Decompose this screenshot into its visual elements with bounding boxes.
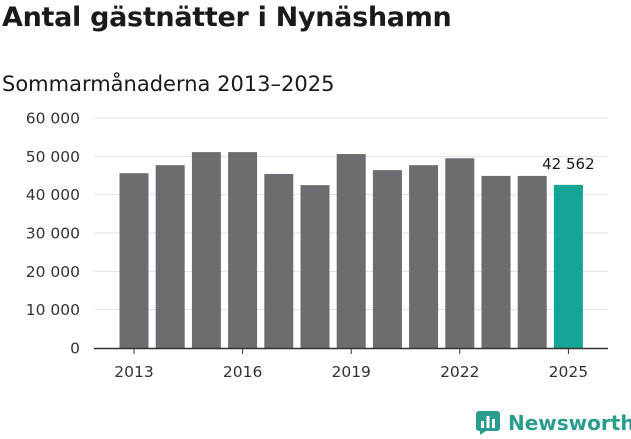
brand-name: Newsworthy xyxy=(508,411,631,435)
bar xyxy=(228,152,258,348)
bar-chart: 0 10 000 20 000 30 000 40 000 50 000 60 000 42 … xyxy=(26,110,608,381)
bar-highlight xyxy=(553,184,583,348)
y-tick-label: 30 000 xyxy=(26,225,80,243)
x-tick-label: 2019 xyxy=(331,363,370,381)
bar xyxy=(372,170,402,348)
y-tick-label: 40 000 xyxy=(26,186,80,204)
bar xyxy=(517,175,547,348)
bar xyxy=(481,175,511,348)
bar xyxy=(191,152,221,348)
bar xyxy=(409,165,439,348)
newsworthy-logo: Newsworthy xyxy=(476,408,631,438)
chart-title: Antal gästnätter i Nynäshamn xyxy=(2,2,452,33)
x-tick-label: 2016 xyxy=(223,363,262,381)
bar xyxy=(155,165,185,348)
x-tick-label: 2025 xyxy=(549,363,588,381)
bar xyxy=(300,185,330,348)
y-tick-label: 60 000 xyxy=(26,110,80,128)
bar xyxy=(445,158,475,348)
y-tick-label: 20 000 xyxy=(26,263,80,281)
bar xyxy=(119,173,149,348)
y-tick-label: 10 000 xyxy=(26,301,80,319)
x-tick-label: 2013 xyxy=(114,363,153,381)
chart-subtitle: Sommarmånaderna 2013–2025 xyxy=(2,72,335,96)
y-tick-label: 50 000 xyxy=(26,148,80,166)
data-label: 42 562 xyxy=(542,155,595,173)
bar-chart-icon xyxy=(476,411,500,435)
bar xyxy=(264,173,294,348)
bar xyxy=(336,154,366,348)
x-tick-label: 2022 xyxy=(440,363,479,381)
y-tick-label: 0 xyxy=(70,340,80,358)
